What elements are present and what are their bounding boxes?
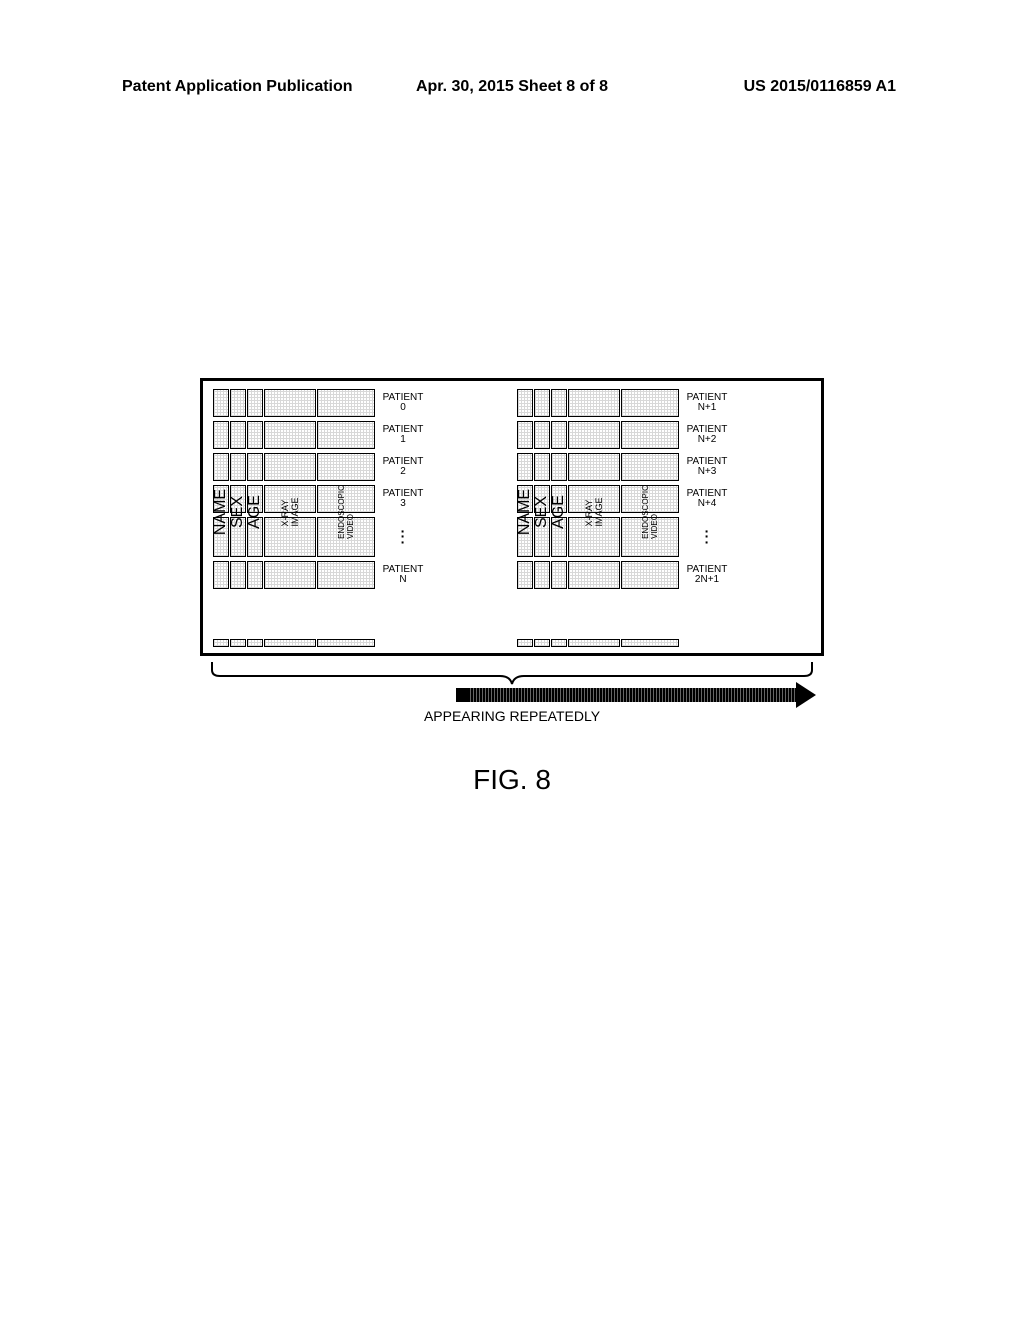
tables-row: NAME SEX AGE <box>203 381 821 639</box>
header-right: US 2015/0116859 A1 <box>744 78 896 96</box>
row-label-ellipsis: ··· <box>376 517 430 557</box>
col-label-endo: ENDOSCOPIC VIDEO <box>337 485 355 539</box>
col-label-age: AGE <box>246 495 264 529</box>
header-left: Patent Application Publication <box>122 78 353 96</box>
right-row-labels: PATIENT N+1 PATIENT N+2 PATIENT N+3 PATI… <box>680 389 734 635</box>
col-xray: X-RAY IMAGE <box>264 389 316 635</box>
row-label: PATIENT 1 <box>376 421 430 449</box>
col-name: NAME <box>517 389 533 635</box>
col-label-xray: X-RAY IMAGE <box>280 498 300 527</box>
col-endo: ENDOSCOPIC VIDEO <box>621 389 679 635</box>
right-table: NAME SEX AGE X-RAY IMAGE <box>517 389 811 635</box>
col-xray: X-RAY IMAGE <box>568 389 620 635</box>
row-label: PATIENT N+4 <box>680 485 734 513</box>
repeat-arrow: APPEARING REPEATEDLY <box>200 688 824 718</box>
col-label-xray: X-RAY IMAGE <box>584 498 604 527</box>
col-label-sex: SEX <box>533 496 551 528</box>
curly-brace <box>200 660 824 688</box>
row-label: PATIENT 2N+1 <box>680 561 734 589</box>
figure-8: NAME SEX AGE <box>200 378 824 796</box>
left-table: NAME SEX AGE <box>213 389 507 635</box>
header-center: Apr. 30, 2015 Sheet 8 of 8 <box>416 78 608 96</box>
arrow-right-icon <box>796 682 816 708</box>
page-header: Patent Application Publication Apr. 30, … <box>0 78 1024 96</box>
col-label-endo: ENDOSCOPIC VIDEO <box>641 485 659 539</box>
col-sex: SEX <box>230 389 246 635</box>
row-label: PATIENT 3 <box>376 485 430 513</box>
row-label: PATIENT N+1 <box>680 389 734 417</box>
col-endo: ENDOSCOPIC VIDEO <box>317 389 375 635</box>
row-label: PATIENT 0 <box>376 389 430 417</box>
left-row-labels: PATIENT 0 PATIENT 1 PATIENT 2 PATIENT 3 … <box>376 389 430 635</box>
col-label-name: NAME <box>212 489 230 535</box>
col-label-name: NAME <box>516 489 534 535</box>
col-sex: SEX <box>534 389 550 635</box>
row-label: PATIENT N+2 <box>680 421 734 449</box>
row-label: PATIENT 2 <box>376 453 430 481</box>
row-label: PATIENT N <box>376 561 430 589</box>
col-label-sex: SEX <box>229 496 247 528</box>
col-age: AGE <box>551 389 567 635</box>
row-label: PATIENT N+3 <box>680 453 734 481</box>
bottom-strips <box>203 639 821 647</box>
figure-caption: FIG. 8 <box>200 764 824 796</box>
data-layout-box: NAME SEX AGE <box>200 378 824 656</box>
arrow-label: APPEARING REPEATEDLY <box>424 708 600 724</box>
row-label-ellipsis: ··· <box>680 517 734 557</box>
col-age: AGE <box>247 389 263 635</box>
col-name: NAME <box>213 389 229 635</box>
col-label-age: AGE <box>550 495 568 529</box>
